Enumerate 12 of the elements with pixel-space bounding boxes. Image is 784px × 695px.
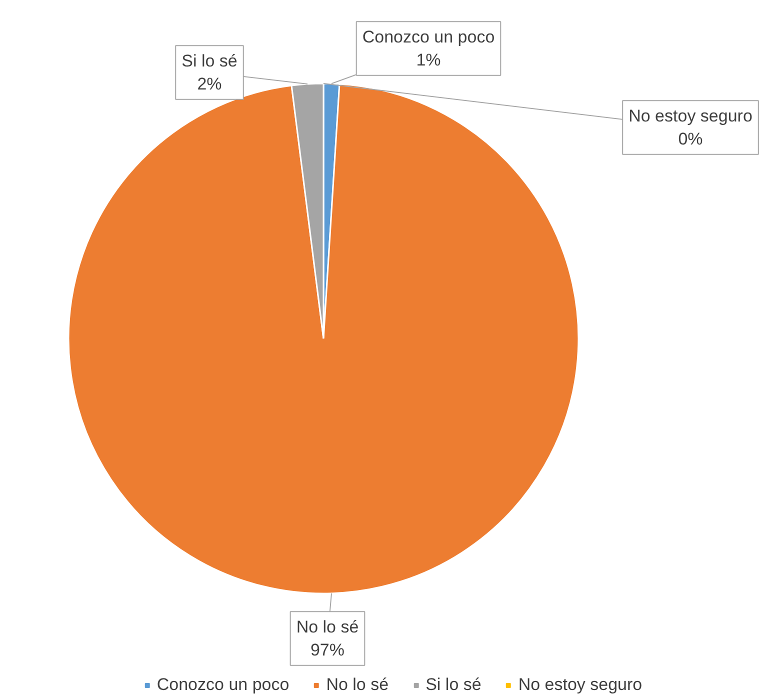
slice-label: Conozco un poco bbox=[362, 28, 495, 47]
text: 0% bbox=[678, 129, 703, 148]
data-label: 97% bbox=[310, 640, 345, 660]
slice-label: Si lo sé bbox=[182, 52, 238, 71]
legend-label: No lo sé bbox=[326, 675, 389, 695]
slice-label: No lo sé bbox=[296, 618, 359, 637]
category-label: No estoy seguro bbox=[628, 106, 752, 126]
legend-label: No estoy seguro bbox=[518, 675, 642, 695]
data-label: 1% bbox=[416, 50, 441, 70]
legend-label: Si lo sé bbox=[426, 675, 482, 695]
legend-label: Conozco un poco bbox=[156, 675, 290, 695]
data-label: 2% bbox=[197, 74, 222, 94]
